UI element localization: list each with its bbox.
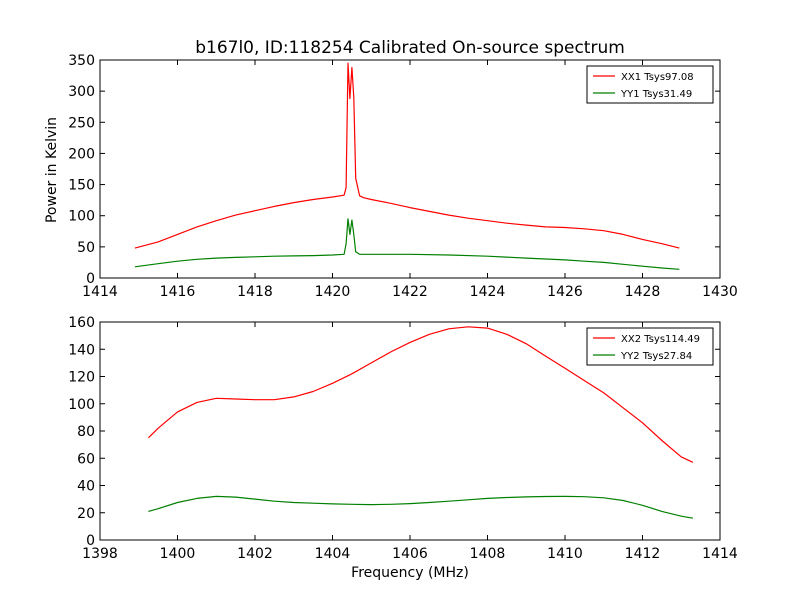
legend-box <box>586 327 714 366</box>
y-tick-label: 140 <box>68 342 95 358</box>
chart-panel-2: 1398 1400 1402 1404 1406 1408 1410 1412 1414 0 20 4… <box>68 315 738 562</box>
legend-2: XX2 Tsys114.49 YY2 Tsys27.84 <box>586 327 714 366</box>
y-tick-label: 0 <box>86 533 95 549</box>
legend-label: XX2 Tsys114.49 <box>621 334 700 345</box>
x-tick-label: 1400 <box>160 546 196 562</box>
x-axis-label: Frequency (MHz) <box>351 565 469 581</box>
figure-title: b167l0, ID:118254 Calibrated On-source s… <box>195 38 625 58</box>
x-tick-label: 1428 <box>625 284 661 300</box>
legend-label: YY1 Tsys31.49 <box>620 89 692 100</box>
y-tick-label: 100 <box>68 209 95 225</box>
x-tick-label: 1422 <box>392 284 428 300</box>
x-tick-label: 1424 <box>470 284 506 300</box>
x-tick-label: 1414 <box>702 546 738 562</box>
y-tick-label: 300 <box>68 84 95 100</box>
legend-label: YY2 Tsys27.84 <box>620 351 692 362</box>
y-tick-label: 100 <box>68 397 95 413</box>
x-tick-label: 1402 <box>237 546 273 562</box>
series-line-2-1 <box>147 326 694 463</box>
legend-box <box>586 65 714 104</box>
x-tick-label: 1408 <box>470 546 506 562</box>
x-tick-label: 1426 <box>547 284 583 300</box>
y-tick-label: 160 <box>68 315 95 331</box>
y-tick-label: 80 <box>77 424 95 440</box>
x-tick-label: 1406 <box>392 546 428 562</box>
x-tick-label: 1420 <box>315 284 351 300</box>
x-tick-label: 1398 <box>82 546 118 562</box>
y-tick-label: 40 <box>77 479 95 495</box>
x-tick-label: 1416 <box>160 284 196 300</box>
y-tick-label: 20 <box>77 506 95 522</box>
y-axis-label: Power in Kelvin <box>44 117 60 223</box>
x-tick-label: 1412 <box>625 546 661 562</box>
legend-1: XX1 Tsys97.08 YY1 Tsys31.49 <box>586 65 714 104</box>
x-tick-label: 1418 <box>237 284 273 300</box>
y-tick-label: 50 <box>77 240 95 256</box>
y-tick-label: 350 <box>68 53 95 69</box>
x-tick-label: 1410 <box>547 546 583 562</box>
y-tick-label: 150 <box>68 178 95 194</box>
legend-label: XX1 Tsys97.08 <box>621 72 694 83</box>
y-tick-label: 60 <box>77 451 95 467</box>
x-tick-label: 1404 <box>315 546 351 562</box>
y-tick-label: 120 <box>68 370 95 386</box>
x-tick-label: 1430 <box>702 284 738 300</box>
chart-panel-1: 1414 1416 1418 1420 1422 1424 1426 1428 1430 0 50 1… <box>68 53 738 300</box>
series-line-1-1 <box>134 62 680 249</box>
y-tick-label: 200 <box>68 146 95 162</box>
y-tick-label: 250 <box>68 115 95 131</box>
x-tick-label: 1414 <box>82 284 118 300</box>
series-line-2-2 <box>148 495 694 519</box>
y-tick-label: 0 <box>86 271 95 287</box>
series-line-1-2 <box>134 218 680 270</box>
